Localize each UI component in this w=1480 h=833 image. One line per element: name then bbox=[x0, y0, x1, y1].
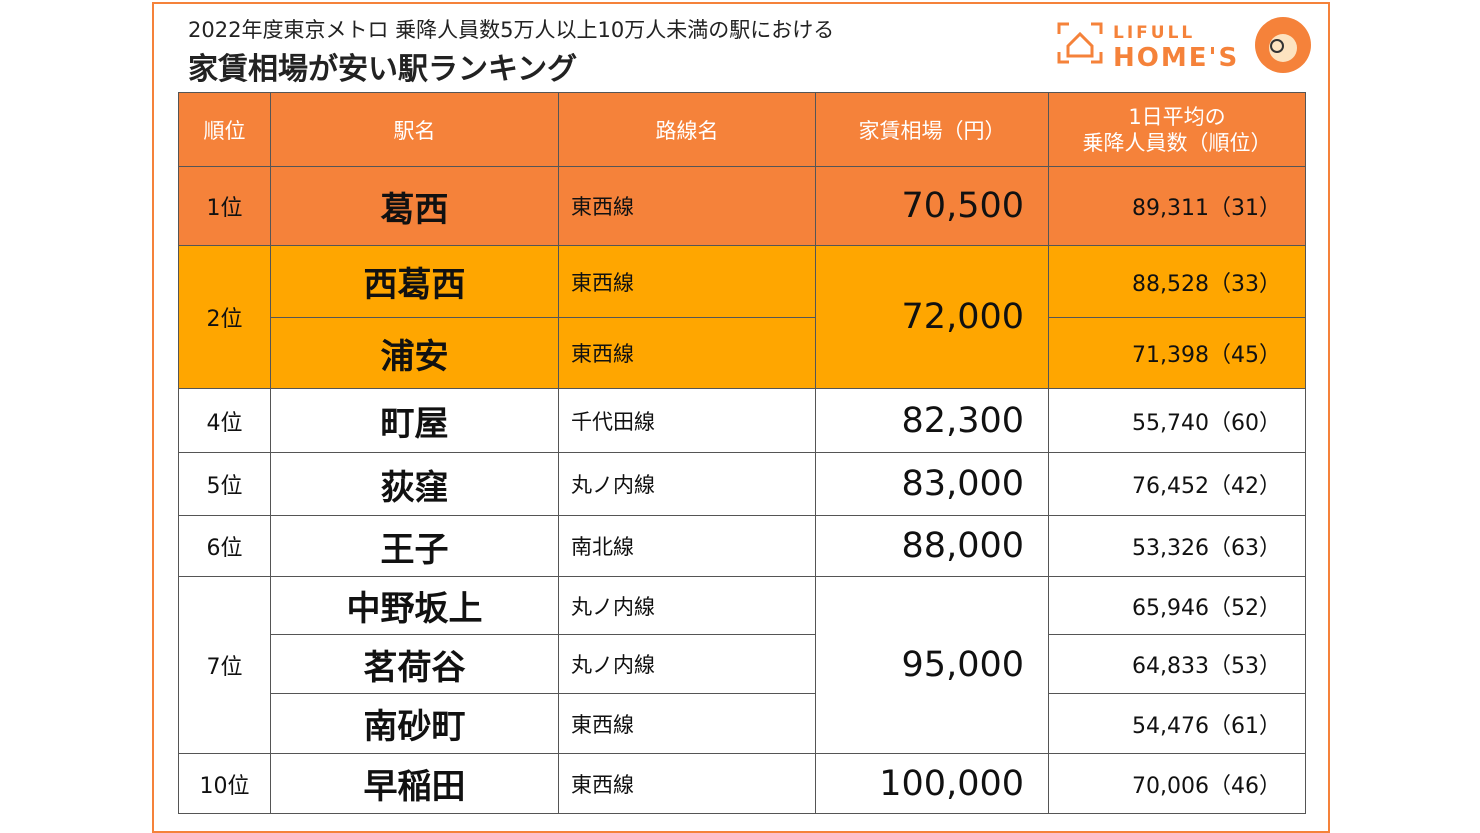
station-name: 荻窪 bbox=[270, 452, 559, 516]
title-line2: 家賃相場が安い駅ランキング bbox=[188, 52, 578, 87]
rent-cell: 88,000 bbox=[815, 515, 1049, 577]
table-row: 10位 早稲田 東西線 100,000 70,006（46） bbox=[178, 753, 1306, 814]
rent-cell: 83,000 bbox=[815, 452, 1049, 516]
table-row: 7位 中野坂上 丸ノ内線 95,000 65,946（52） bbox=[178, 576, 1306, 754]
station-name: 早稲田 bbox=[270, 753, 559, 814]
table-row: 茗荷谷 丸ノ内線 64,833（53） bbox=[179, 634, 1306, 694]
riders-cell: 64,833（53） bbox=[1048, 634, 1306, 694]
logo-bottom: HOME'S bbox=[1113, 43, 1239, 73]
station-name: 浦安 bbox=[270, 317, 559, 389]
line-name: 丸ノ内線 bbox=[558, 452, 816, 516]
rank-cell: 10位 bbox=[178, 753, 271, 814]
line-name: 丸ノ内線 bbox=[558, 576, 816, 635]
ranking-table: 順位 駅名 路線名 家賃相場（円） 1日平均の 乗降人員数（順位） 1位 葛西 東西線 70,50… bbox=[178, 92, 1306, 814]
header-row: 順位 駅名 路線名 家賃相場（円） 1日平均の 乗降人員数（順位） bbox=[178, 92, 1306, 167]
rank-cell: 2位 bbox=[178, 245, 271, 389]
table-row: 6位 王子 南北線 88,000 53,326（63） bbox=[178, 515, 1306, 577]
station-name: 南砂町 bbox=[270, 693, 559, 754]
line-name: 東西線 bbox=[558, 693, 816, 754]
column-header-line: 乗降人員数（順位） bbox=[1082, 130, 1272, 155]
column-header: 1日平均の 乗降人員数（順位） bbox=[1048, 92, 1306, 167]
riders-cell: 53,326（63） bbox=[1048, 515, 1306, 577]
station-name: 西葛西 bbox=[270, 245, 559, 318]
column-header: 路線名 bbox=[558, 92, 816, 167]
line-name: 丸ノ内線 bbox=[558, 634, 816, 694]
riders-cell: 71,398（45） bbox=[1048, 317, 1306, 389]
rank-cell: 4位 bbox=[178, 388, 271, 453]
line-name: 東西線 bbox=[558, 245, 816, 318]
rank-cell: 5位 bbox=[178, 452, 271, 516]
column-header: 駅名 bbox=[270, 92, 559, 167]
line-name: 東西線 bbox=[558, 317, 816, 389]
line-name: 東西線 bbox=[558, 753, 816, 814]
station-name: 中野坂上 bbox=[270, 576, 559, 635]
rank-cell: 1位 bbox=[178, 166, 271, 246]
riders-cell: 70,006（46） bbox=[1048, 753, 1306, 814]
table-row: 5位 荻窪 丸ノ内線 83,000 76,452（42） bbox=[178, 452, 1306, 516]
station-name: 町屋 bbox=[270, 388, 559, 453]
rank-cell: 7位 bbox=[178, 576, 271, 754]
line-name: 東西線 bbox=[558, 166, 816, 246]
riders-cell: 55,740（60） bbox=[1048, 388, 1306, 453]
rent-cell: 95,000 bbox=[815, 576, 1049, 754]
rent-cell: 70,500 bbox=[815, 166, 1049, 246]
station-name: 茗荷谷 bbox=[270, 634, 559, 694]
table-row: 4位 町屋 千代田線 82,300 55,740（60） bbox=[178, 388, 1306, 453]
line-name: 南北線 bbox=[558, 515, 816, 577]
riders-cell: 88,528（33） bbox=[1048, 245, 1306, 318]
title-line1: 2022年度東京メトロ 乗降人員数5万人以上10万人未満の駅における bbox=[188, 18, 835, 42]
rent-cell: 72,000 bbox=[815, 245, 1049, 389]
rank-cell: 6位 bbox=[178, 515, 271, 577]
riders-cell: 89,311（31） bbox=[1048, 166, 1306, 246]
table-row: 南砂町 東西線 54,476（61） bbox=[179, 693, 1306, 754]
table-row: 浦安 東西線 71,398（45） bbox=[178, 317, 1306, 389]
column-header: 順位 bbox=[178, 92, 271, 167]
column-header-line: 1日平均の bbox=[1128, 104, 1226, 129]
station-name: 王子 bbox=[270, 515, 559, 577]
mascot-glass bbox=[1270, 39, 1284, 53]
riders-cell: 54,476（61） bbox=[1048, 693, 1306, 754]
riders-cell: 76,452（42） bbox=[1048, 452, 1306, 516]
riders-cell: 65,946（52） bbox=[1048, 576, 1306, 635]
station-name: 葛西 bbox=[270, 166, 559, 246]
column-header: 家賃相場（円） bbox=[815, 92, 1049, 167]
rent-cell: 100,000 bbox=[815, 753, 1049, 814]
table-row: 2位 西葛西 東西線 72,000 88,528（33） bbox=[178, 245, 1306, 389]
rent-cell: 82,300 bbox=[815, 388, 1049, 453]
table-row: 1位 葛西 東西線 70,500 89,311（31） bbox=[178, 166, 1306, 246]
line-name: 千代田線 bbox=[558, 388, 816, 453]
logo-house bbox=[1057, 22, 1103, 64]
logo: LIFULL HOME'S bbox=[1057, 17, 1311, 73]
frame bbox=[152, 2, 1330, 833]
logo-top: LIFULL bbox=[1113, 23, 1195, 43]
